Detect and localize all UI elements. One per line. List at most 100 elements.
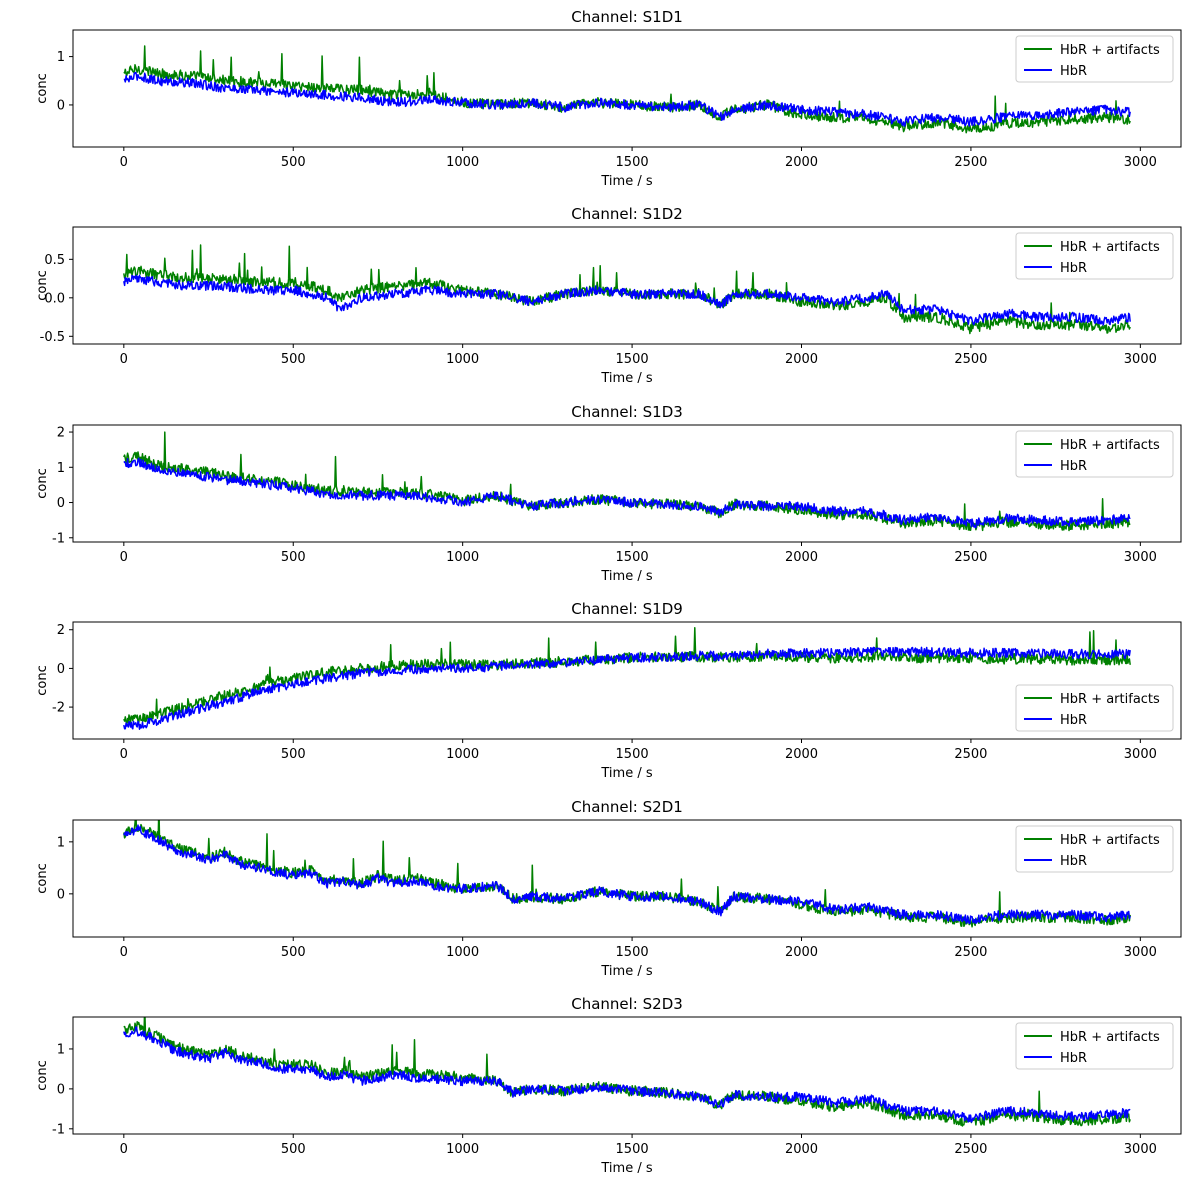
plot-area bbox=[123, 627, 1131, 730]
y-axis-label: conc bbox=[35, 863, 50, 894]
x-tick-label: 1000 bbox=[446, 550, 479, 565]
x-tick-label: 2500 bbox=[954, 352, 987, 367]
series-line-hbr-artifacts bbox=[123, 1017, 1131, 1127]
y-axis-label: conc bbox=[35, 1060, 50, 1091]
axes-frame bbox=[72, 621, 1182, 740]
y-tick-label: -0.5 bbox=[40, 330, 65, 345]
x-axis-label: Time / s bbox=[600, 569, 652, 584]
x-tick-label: 0 bbox=[120, 1142, 128, 1157]
x-tick-label: 3000 bbox=[1124, 155, 1157, 170]
legend-box bbox=[1015, 430, 1174, 478]
y-tick-label: -2 bbox=[52, 701, 65, 716]
x-tick-label: 0 bbox=[120, 945, 128, 960]
axes-frame bbox=[72, 226, 1182, 345]
x-tick-label: 0 bbox=[120, 747, 128, 762]
y-tick-label: 1 bbox=[57, 1042, 65, 1057]
x-axis-label: Time / s bbox=[600, 371, 652, 386]
series-line-hbr bbox=[123, 274, 1131, 326]
y-axis-label: conc bbox=[35, 270, 50, 301]
y-tick-label: 0.5 bbox=[44, 253, 65, 268]
legend: HbR + artifacts HbR bbox=[1015, 684, 1174, 732]
y-tick-label: 2 bbox=[57, 623, 65, 638]
legend-label: HbR bbox=[1060, 459, 1087, 474]
legend-label: HbR bbox=[1060, 261, 1087, 276]
legend-label: HbR bbox=[1060, 64, 1087, 79]
y-tick-label: 2 bbox=[57, 426, 65, 441]
x-axis-label: Time / s bbox=[600, 766, 652, 781]
series-line-hbr bbox=[123, 457, 1131, 529]
series-line-hbr-artifacts bbox=[123, 244, 1131, 335]
plot-area bbox=[123, 1017, 1131, 1127]
plot-title: Channel: S1D1 bbox=[571, 8, 683, 26]
y-axis-label: conc bbox=[35, 665, 50, 696]
y-tick-label: 0.0 bbox=[44, 291, 65, 306]
x-tick-label: 500 bbox=[281, 1142, 306, 1157]
plot-title: Channel: S2D1 bbox=[571, 798, 683, 816]
series-line-hbr bbox=[123, 646, 1131, 730]
x-tick-label: 500 bbox=[281, 747, 306, 762]
y-tick-label: 0 bbox=[57, 496, 65, 511]
x-tick-label: 1500 bbox=[616, 1142, 649, 1157]
legend: HbR + artifacts HbR bbox=[1015, 1022, 1174, 1070]
x-axis-label: Time / s bbox=[600, 174, 652, 189]
x-tick-label: 1500 bbox=[616, 550, 649, 565]
legend-box bbox=[1015, 232, 1174, 280]
legend-label: HbR + artifacts bbox=[1060, 1030, 1160, 1045]
series-line-hbr bbox=[123, 71, 1131, 127]
x-tick-label: 3000 bbox=[1124, 550, 1157, 565]
y-axis-label: conc bbox=[35, 468, 50, 499]
x-tick-label: 1500 bbox=[616, 945, 649, 960]
subplot-2: Channel: S1D3 0 500 1000 1500 2000 2500 3000 -1 0… bbox=[35, 403, 1182, 584]
legend: HbR + artifacts HbR bbox=[1015, 430, 1174, 478]
legend-box bbox=[1015, 684, 1174, 732]
x-axis-label: Time / s bbox=[600, 964, 652, 979]
legend: HbR + artifacts HbR bbox=[1015, 232, 1174, 280]
x-tick-label: 500 bbox=[281, 352, 306, 367]
subplot-5: Channel: S2D3 0 500 1000 1500 2000 2500 3000 -1 0… bbox=[35, 995, 1182, 1176]
x-tick-label: 3000 bbox=[1124, 747, 1157, 762]
x-tick-label: 3000 bbox=[1124, 945, 1157, 960]
legend: HbR + artifacts HbR bbox=[1015, 825, 1174, 873]
legend-box bbox=[1015, 1022, 1174, 1070]
x-tick-label: 2500 bbox=[954, 747, 987, 762]
plot-area bbox=[123, 431, 1131, 532]
y-tick-label: 0 bbox=[57, 1082, 65, 1097]
x-tick-label: 1500 bbox=[616, 747, 649, 762]
x-tick-label: 2500 bbox=[954, 550, 987, 565]
legend-label: HbR bbox=[1060, 713, 1087, 728]
x-tick-label: 2000 bbox=[785, 550, 818, 565]
x-tick-label: 1000 bbox=[446, 352, 479, 367]
y-tick-label: 1 bbox=[57, 50, 65, 65]
plot-title: Channel: S1D2 bbox=[571, 205, 683, 223]
plot-title: Channel: S1D9 bbox=[571, 600, 683, 618]
x-tick-label: 1500 bbox=[616, 352, 649, 367]
subplot-4: Channel: S2D1 0 500 1000 1500 2000 2500 3000 0 1 T… bbox=[35, 798, 1182, 979]
series-line-hbr bbox=[123, 824, 1131, 925]
y-tick-label: -1 bbox=[52, 531, 65, 546]
x-tick-label: 2500 bbox=[954, 155, 987, 170]
x-tick-label: 0 bbox=[120, 155, 128, 170]
y-tick-label: 0 bbox=[57, 98, 65, 113]
x-tick-label: 1000 bbox=[446, 1142, 479, 1157]
y-axis-label: conc bbox=[35, 73, 50, 104]
x-tick-label: 3000 bbox=[1124, 352, 1157, 367]
y-tick-label: -1 bbox=[52, 1122, 65, 1137]
y-tick-label: 1 bbox=[57, 461, 65, 476]
legend-box bbox=[1015, 825, 1174, 873]
x-tick-label: 2500 bbox=[954, 945, 987, 960]
axes-frame bbox=[72, 819, 1182, 938]
legend-label: HbR + artifacts bbox=[1060, 438, 1160, 453]
plot-title: Channel: S2D3 bbox=[571, 995, 683, 1013]
plot-area bbox=[123, 45, 1131, 134]
x-tick-label: 0 bbox=[120, 550, 128, 565]
series-line-hbr bbox=[123, 1026, 1131, 1123]
legend-label: HbR + artifacts bbox=[1060, 240, 1160, 255]
legend-label: HbR bbox=[1060, 1051, 1087, 1066]
x-tick-label: 1000 bbox=[446, 945, 479, 960]
subplot-0: Channel: S1D1 0 500 1000 1500 2000 2500 3000 0 1 T… bbox=[35, 8, 1182, 189]
x-tick-label: 3000 bbox=[1124, 1142, 1157, 1157]
x-tick-label: 500 bbox=[281, 945, 306, 960]
legend: HbR + artifacts HbR bbox=[1015, 35, 1174, 83]
x-tick-label: 500 bbox=[281, 550, 306, 565]
y-tick-label: 0 bbox=[57, 662, 65, 677]
